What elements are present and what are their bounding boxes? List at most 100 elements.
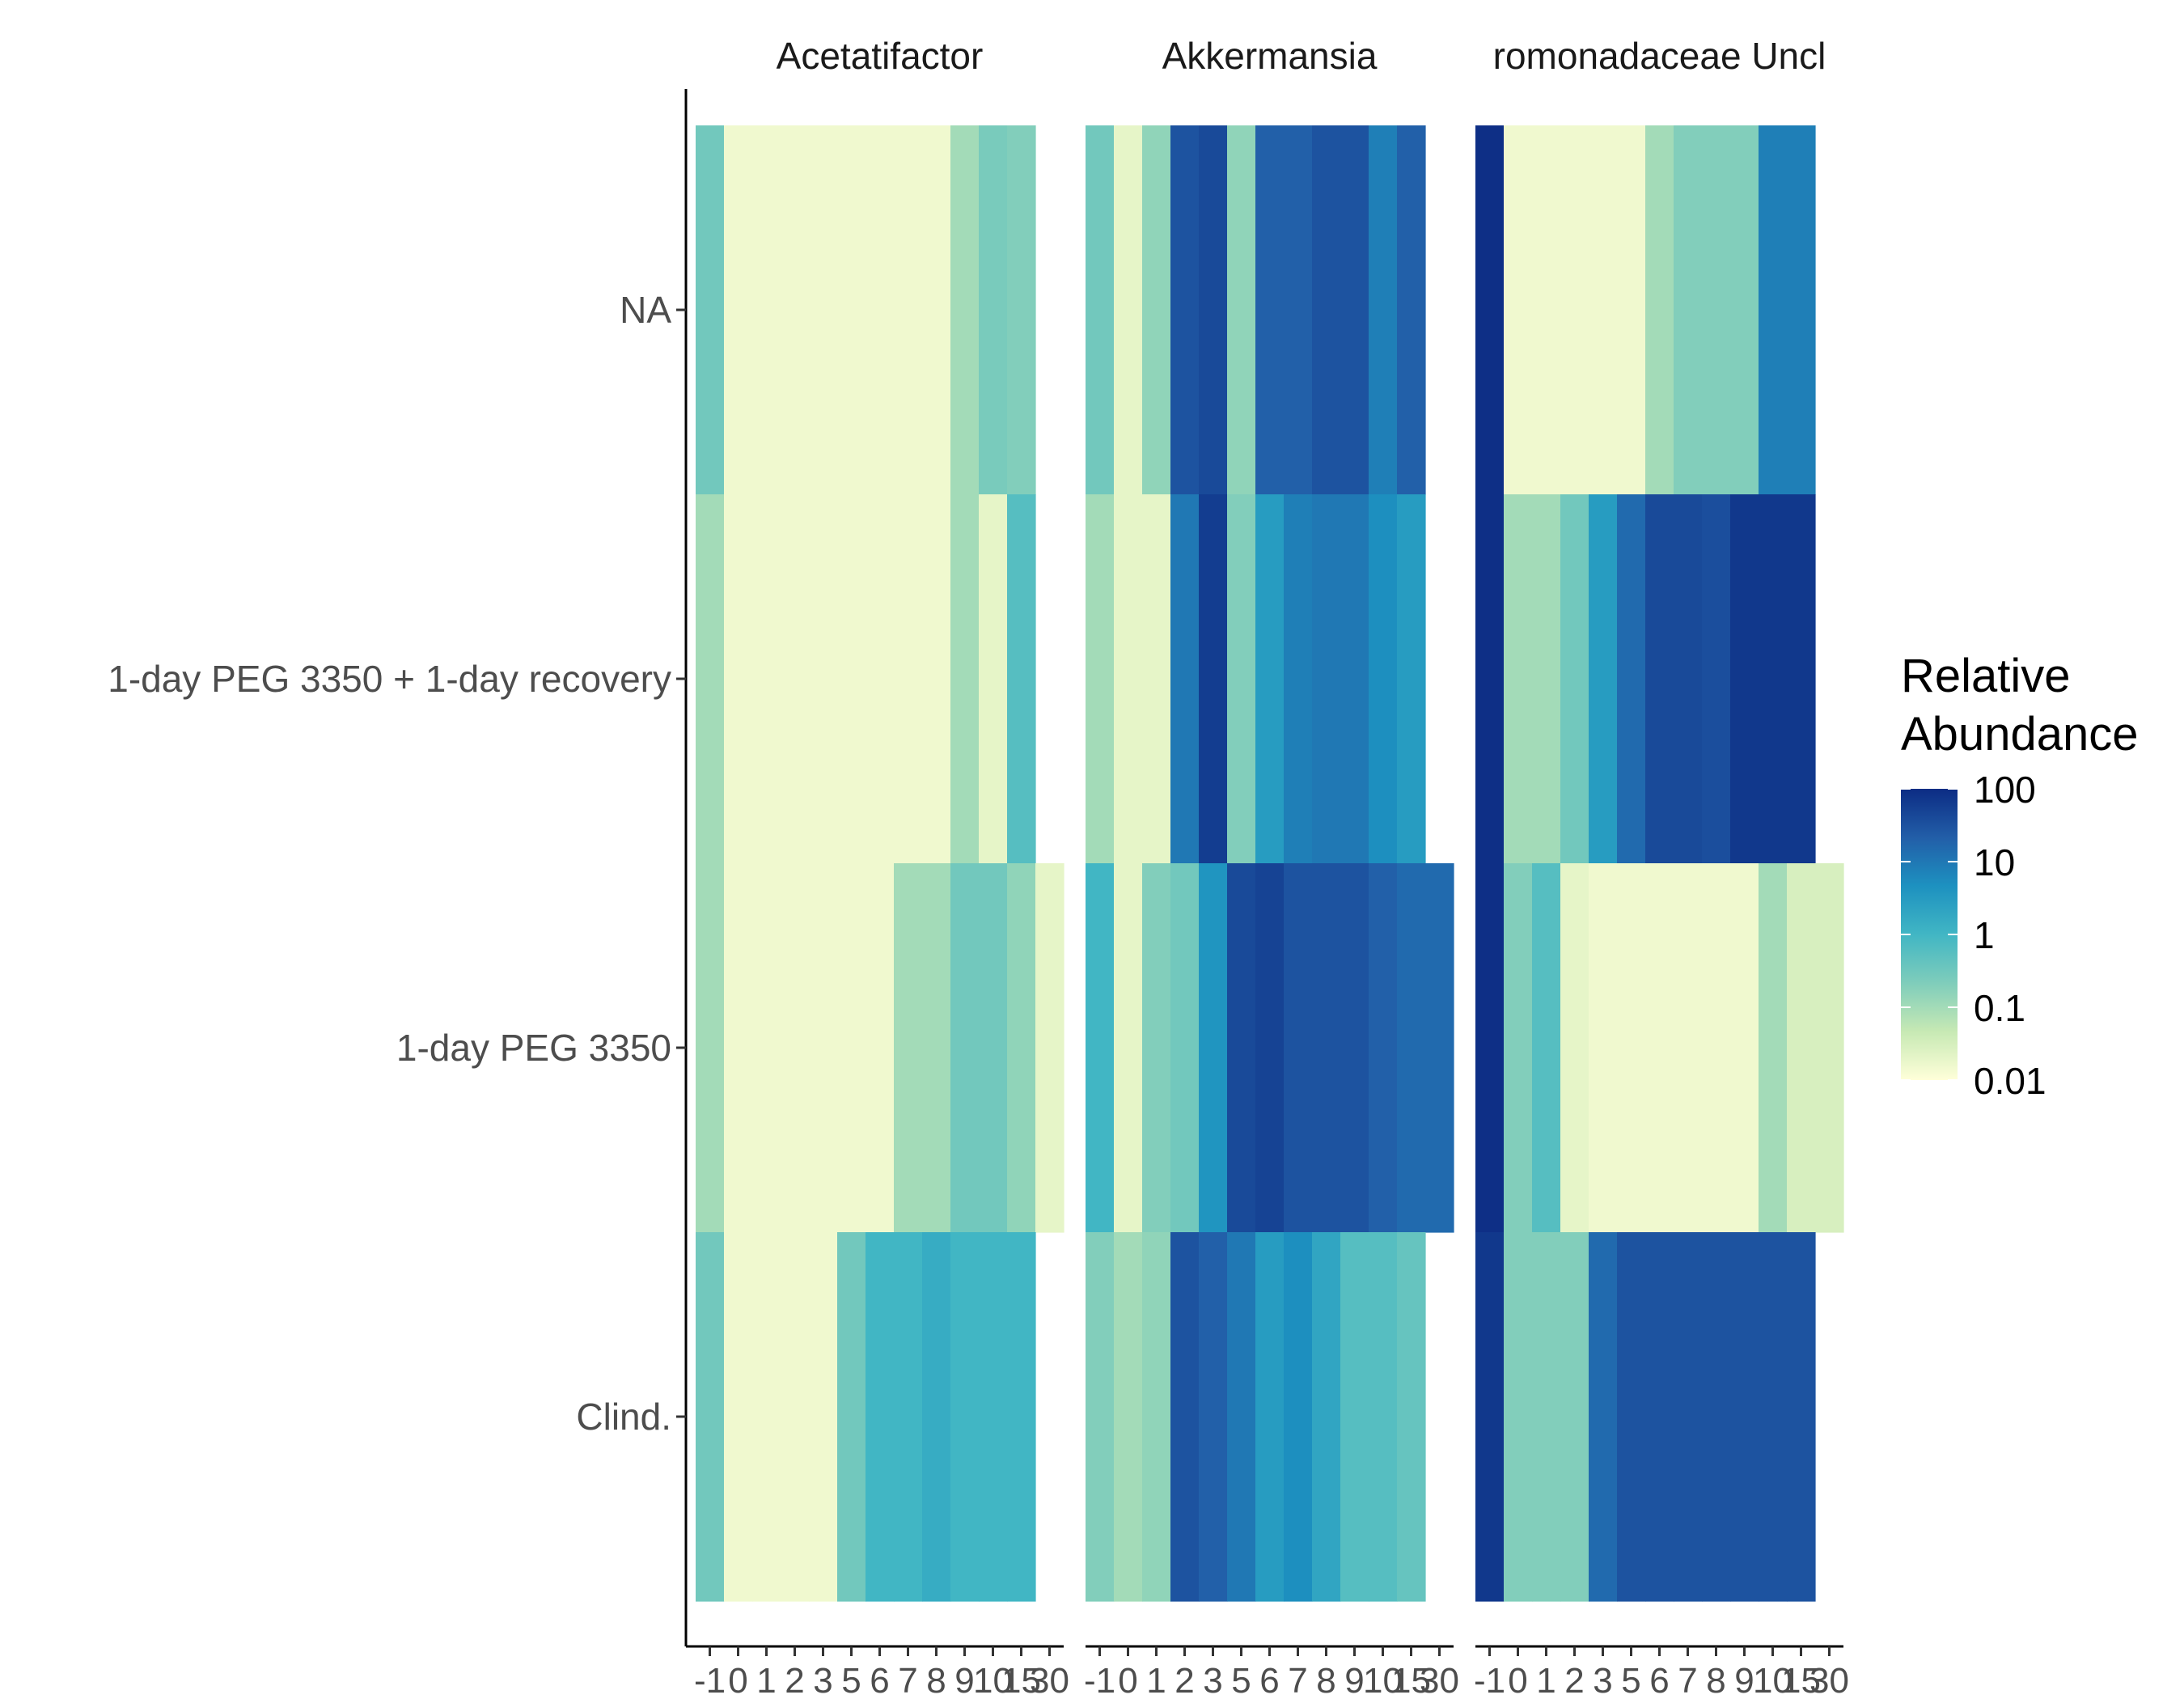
x-tick-label: 8: [1706, 1661, 1725, 1699]
x-tick-label: 30: [1809, 1661, 1849, 1699]
heatmap-cell: [1702, 125, 1731, 495]
x-tick-label: 6: [1649, 1661, 1669, 1699]
heatmap-cell: [950, 863, 980, 1233]
y-tick-label: 1-day PEG 3350: [396, 1027, 671, 1069]
y-tick-label: 1-day PEG 3350 + 1-day recovery: [108, 658, 671, 700]
x-tick-label: 5: [1231, 1661, 1251, 1699]
heatmap-cell: [1787, 863, 1816, 1233]
heatmap-cell: [1589, 494, 1618, 864]
heatmap-cell: [1007, 125, 1036, 495]
heatmap-cell: [1759, 863, 1788, 1233]
heatmap-cell: [1114, 1232, 1143, 1602]
heatmap-cell: [1227, 1232, 1256, 1602]
x-tick-label: 2: [1175, 1661, 1194, 1699]
x-tick-label: 1: [756, 1661, 776, 1699]
x-tick-label: 15: [1391, 1661, 1431, 1699]
heatmap-cell: [1199, 1232, 1228, 1602]
heatmap-cell: [1170, 863, 1200, 1233]
heatmap-cell: [1170, 494, 1200, 864]
heatmap-cell: [1312, 125, 1341, 495]
x-tick-label: 6: [1259, 1661, 1279, 1699]
facet-label: Akkermansia: [1162, 35, 1378, 77]
heatmap-cell: [950, 494, 980, 864]
heatmap-cell: [1227, 863, 1256, 1233]
heatmap-cell: [752, 863, 781, 1233]
heatmap-cell: [1086, 1232, 1115, 1602]
legend-title: Relative: [1901, 650, 2071, 702]
heatmap-cell: [922, 125, 951, 495]
heatmap-cell: [1504, 863, 1533, 1233]
heatmap-cell: [1589, 125, 1618, 495]
heatmap-cell: [1674, 494, 1703, 864]
heatmap-cell: [894, 1232, 923, 1602]
heatmap-cell: [1617, 863, 1646, 1233]
legend-tick-label: 10: [1974, 841, 2015, 883]
x-tick-label: 7: [1678, 1661, 1697, 1699]
heatmap-cell: [1086, 863, 1115, 1233]
heatmap-cell: [866, 863, 895, 1233]
heatmap-cell: [1199, 125, 1228, 495]
heatmap-cell: [1759, 494, 1788, 864]
heatmap-cell: [696, 494, 725, 864]
heatmap-cell: [781, 1232, 810, 1602]
heatmap-cell: [1312, 863, 1341, 1233]
heatmap-cell: [1142, 125, 1171, 495]
heatmap-cell: [1504, 1232, 1533, 1602]
heatmap-cell: [1759, 125, 1788, 495]
x-tick-label: 2: [785, 1661, 804, 1699]
heatmap-cell: [1397, 125, 1426, 495]
heatmap-cell: [1284, 125, 1313, 495]
heatmap-cell: [696, 125, 725, 495]
heatmap-cell: [1114, 125, 1143, 495]
heatmap-cell: [1340, 863, 1369, 1233]
x-tick-label: 10: [973, 1661, 1013, 1699]
x-tick-label: 7: [898, 1661, 917, 1699]
heatmap-cell: [1475, 1232, 1505, 1602]
heatmap-cell: [1425, 863, 1454, 1233]
heatmap-cell: [724, 494, 753, 864]
x-tick-label: 8: [926, 1661, 946, 1699]
heatmap-cell: [837, 863, 866, 1233]
y-tick-label: Clind.: [576, 1396, 671, 1438]
heatmap-cell: [752, 494, 781, 864]
heatmap-cell: [1759, 1232, 1788, 1602]
heatmap-cell: [1369, 1232, 1398, 1602]
heatmap-cell: [1312, 494, 1341, 864]
heatmap-cell: [1560, 125, 1589, 495]
x-tick-label: 0: [1118, 1661, 1137, 1699]
x-tick-label: 15: [1001, 1661, 1041, 1699]
x-tick-label: 10: [1363, 1661, 1403, 1699]
heatmap-cell: [1114, 863, 1143, 1233]
x-tick-label: 30: [1030, 1661, 1069, 1699]
heatmap-cell: [1369, 863, 1398, 1233]
heatmap-cell: [950, 1232, 980, 1602]
legend-tick-label: 0.1: [1974, 987, 2025, 1029]
x-tick-label: 3: [813, 1661, 832, 1699]
heatmap-cell: [1617, 125, 1646, 495]
heatmap-cell: [1730, 494, 1759, 864]
heatmap-cell: [1227, 125, 1256, 495]
heatmap-cell: [979, 125, 1008, 495]
y-tick-label: NA: [620, 289, 671, 331]
heatmap-cell: [1532, 863, 1561, 1233]
heatmap-cell: [1645, 863, 1674, 1233]
heatmap-cell: [1340, 1232, 1369, 1602]
heatmap-cell: [1532, 1232, 1561, 1602]
x-tick-label: 0: [728, 1661, 747, 1699]
heatmap-cell: [1199, 863, 1228, 1233]
heatmap-cell: [1007, 863, 1036, 1233]
heatmap-cell: [866, 125, 895, 495]
heatmap-cell: [1397, 863, 1426, 1233]
heatmap-cell: [724, 863, 753, 1233]
legend-title: Abundance: [1901, 708, 2138, 761]
heatmap-cell: [922, 494, 951, 864]
heatmap-cell: [781, 863, 810, 1233]
heatmap-cell: [1035, 863, 1064, 1233]
heatmap-cell: [1312, 1232, 1341, 1602]
heatmap-cell: [837, 1232, 866, 1602]
heatmap-cell: [866, 1232, 895, 1602]
heatmap-cell: [1730, 125, 1759, 495]
heatmap-cell: [1114, 494, 1143, 864]
heatmap-cell: [696, 863, 725, 1233]
heatmap-cell: [724, 125, 753, 495]
